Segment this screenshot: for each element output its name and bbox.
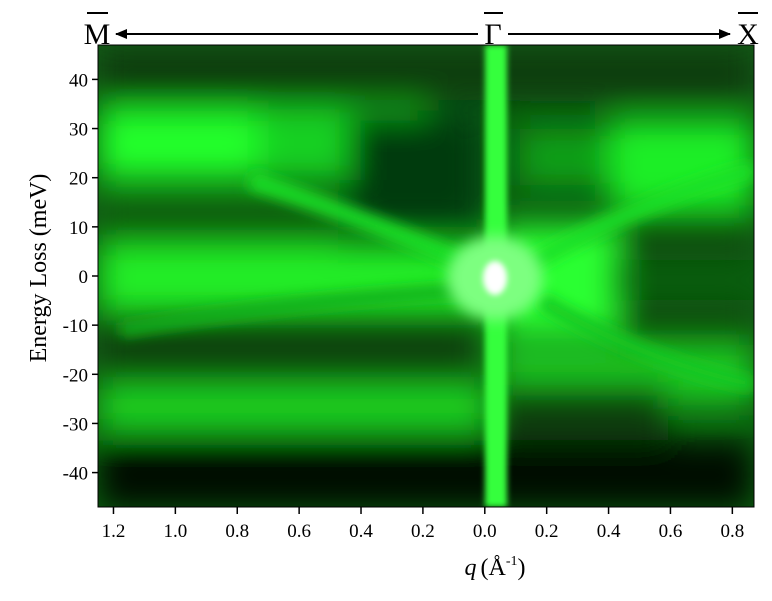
high-symmetry-label-gamma: Γ xyxy=(484,18,501,51)
y-tick-label: 20 xyxy=(69,169,88,190)
x-tick-label: 0.6 xyxy=(659,521,683,542)
y-axis: 40 30 20 10 0 -10 -20 -30 -40 xyxy=(63,70,98,485)
x-tick-label: 1.2 xyxy=(102,521,126,542)
intensity-map xyxy=(98,45,754,507)
x-axis-symbol: q xyxy=(465,555,477,581)
y-axis-title: Energy Loss (meV) xyxy=(26,174,52,363)
y-tick-label: -30 xyxy=(63,414,88,435)
high-symmetry-path: M Γ X xyxy=(84,12,759,51)
x-axis-close: ) xyxy=(518,555,526,581)
x-tick-label: 0.4 xyxy=(597,521,621,542)
y-tick-label: -20 xyxy=(63,365,88,386)
x-tick-label: 0.6 xyxy=(287,521,311,542)
x-tick-label: 1.0 xyxy=(163,521,187,542)
y-tick-label: -40 xyxy=(63,464,88,485)
y-tick-label: 40 xyxy=(69,70,88,91)
x-axis-title: q (Å-1) xyxy=(465,554,526,581)
y-tick-label: 30 xyxy=(69,120,88,141)
x-tick-label: 0.8 xyxy=(225,521,249,542)
y-tick-label: -10 xyxy=(63,316,88,337)
y-tick-label: 10 xyxy=(69,218,88,239)
x-tick-label: 0.0 xyxy=(473,521,497,542)
y-tick-label: 0 xyxy=(79,267,89,288)
x-tick-label: 0.8 xyxy=(720,521,744,542)
x-tick-label: 0.2 xyxy=(411,521,435,542)
x-axis-exponent: -1 xyxy=(506,554,518,569)
x-tick-label: 0.4 xyxy=(349,521,373,542)
x-axis: 1.2 1.0 0.8 0.6 0.4 0.2 0.0 0.2 0.4 0.6 0.8 xyxy=(102,507,744,542)
x-tick-label: 0.2 xyxy=(535,521,559,542)
high-symmetry-label-x: X xyxy=(737,18,759,51)
x-axis-unit: (Å xyxy=(481,555,507,581)
